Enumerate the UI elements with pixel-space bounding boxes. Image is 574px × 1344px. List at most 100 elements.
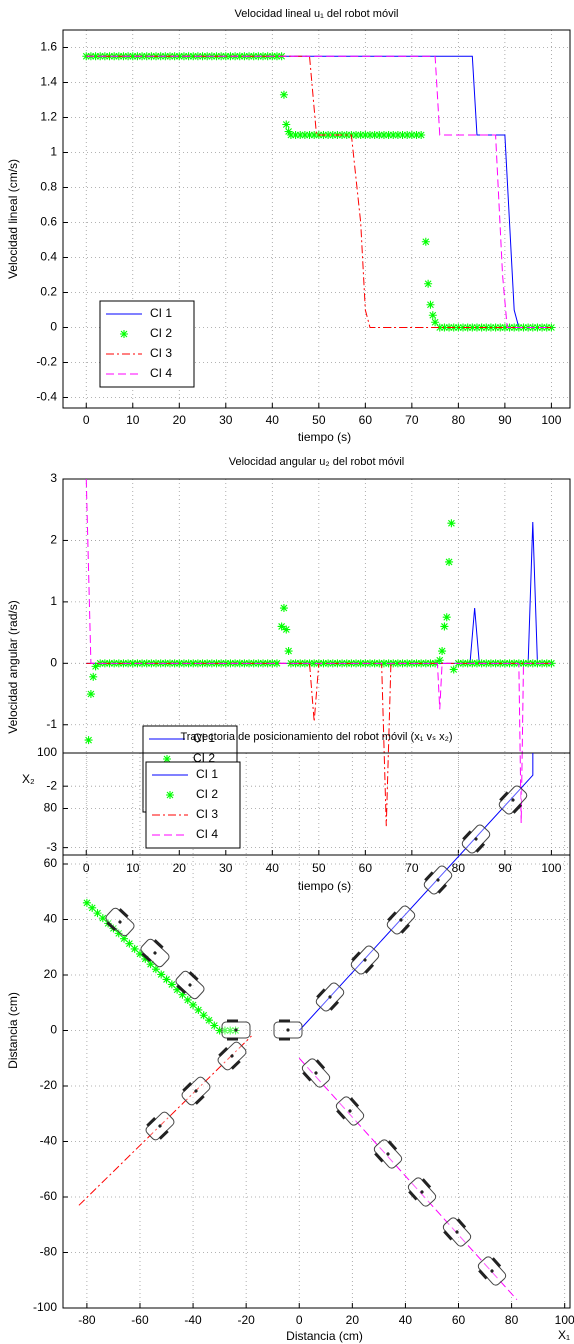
star-marker: [319, 659, 328, 668]
x-axis-label: tiempo (s): [298, 430, 351, 444]
plot-area: [84, 479, 556, 827]
star-marker: [91, 52, 100, 61]
series-line: [298, 1057, 518, 1301]
star-marker: [282, 120, 291, 129]
y-tick-label: 0: [50, 1023, 57, 1037]
y-tick-label: 1.2: [40, 110, 57, 124]
x-tick-label: -80: [78, 1313, 96, 1327]
star-marker: [178, 990, 187, 999]
star-marker: [379, 659, 388, 668]
legend: CI 1 CI 2 CI 3 CI 4: [145, 761, 241, 849]
chart-title: Trayectoria de posicionamiento del robot…: [180, 731, 452, 743]
star-marker: [352, 131, 361, 139]
y-axis-symbol: X₂: [22, 772, 35, 786]
x-tick-label: 20: [346, 1313, 360, 1327]
star-marker: [125, 939, 134, 948]
star-marker: [146, 960, 155, 969]
x-tick-label: 60: [359, 861, 373, 875]
legend-label: CI 4: [150, 366, 172, 380]
star-marker: [356, 131, 365, 139]
star-marker: [183, 995, 192, 1004]
star-marker: [189, 659, 198, 668]
x-tick-label: 100: [555, 1313, 574, 1327]
legend-label: CI 4: [196, 827, 218, 841]
robot-icon: [273, 1019, 303, 1041]
x-tick-label: 90: [498, 413, 512, 427]
star-marker: [442, 613, 451, 622]
star-marker: [88, 903, 97, 912]
star-marker: [393, 659, 402, 668]
star-marker: [84, 736, 93, 745]
star-marker: [291, 131, 300, 139]
star-marker: [189, 1000, 198, 1009]
star-marker: [519, 659, 528, 668]
robot-icon: [332, 1093, 368, 1129]
star-marker: [173, 985, 182, 994]
x-axis-symbol: X₁: [558, 1328, 570, 1342]
robot-icon: [298, 1055, 334, 1091]
plot-frame: [62, 752, 571, 1309]
star-marker: [93, 909, 102, 918]
x-tick-label: 70: [405, 413, 419, 427]
star-marker: [151, 965, 160, 974]
series-line: [86, 662, 552, 827]
x-tick-label: -20: [237, 1313, 255, 1327]
legend-label: CI 1: [193, 731, 215, 745]
x-tick-label: 0: [83, 413, 90, 427]
x-tick-label: 30: [219, 861, 233, 875]
y-tick-label: 2: [50, 533, 57, 547]
star-marker: [300, 131, 309, 139]
x-tick-label: -40: [184, 1313, 202, 1327]
star-marker: [417, 131, 426, 139]
star-marker: [398, 131, 407, 139]
y-tick-label: -100: [33, 1300, 57, 1314]
star-marker: [235, 659, 244, 668]
star-marker: [403, 659, 412, 668]
y-tick-label: 0: [50, 320, 57, 334]
x-tick-label: -60: [131, 1313, 149, 1327]
chart: Trayectoria de posicionamiento del robot…: [6, 731, 574, 1343]
star-marker: [189, 52, 198, 61]
legend-label: CI 1: [196, 767, 218, 781]
y-tick-label: -0.2: [36, 355, 57, 369]
plot-frame: [62, 478, 571, 856]
y-tick-label: -0.4: [36, 390, 57, 404]
star-marker: [449, 665, 458, 674]
star-marker: [421, 237, 430, 246]
star-marker: [438, 647, 447, 656]
x-tick-label: 100: [541, 861, 561, 875]
y-tick-label: 3: [50, 471, 57, 485]
x-tick-label: 10: [126, 413, 140, 427]
robot-icon: [312, 979, 348, 1015]
x-tick-label: 30: [219, 413, 233, 427]
y-tick-label: -60: [40, 1189, 58, 1203]
star-marker: [500, 323, 509, 332]
x-tick-label: 40: [399, 1313, 413, 1327]
x-axis-label: tiempo (s): [298, 879, 351, 893]
star-marker: [98, 914, 107, 923]
star-marker: [375, 131, 384, 139]
legend: CI 1 CI 2 CI 3 CI 4: [99, 300, 195, 388]
star-marker: [459, 323, 468, 332]
series-line: [86, 55, 552, 328]
y-axis-label: Velocidad angular (rad/s): [6, 600, 20, 733]
y-tick-label: 0.2: [40, 285, 57, 299]
star-marker: [533, 323, 542, 332]
y-tick-label: 80: [44, 801, 58, 815]
star-marker: [128, 52, 137, 61]
series-line: [86, 55, 552, 328]
x-tick-label: 40: [266, 413, 280, 427]
star-marker: [162, 975, 171, 984]
star-marker: [210, 1021, 219, 1030]
legend-box: [99, 300, 195, 388]
legend-label: CI 2: [150, 326, 172, 340]
star-marker: [175, 52, 184, 61]
x-tick-label: 100: [541, 413, 561, 427]
x-tick-label: 90: [498, 861, 512, 875]
star-marker: [120, 934, 129, 943]
star-marker: [175, 659, 184, 668]
x-tick-label: 60: [452, 1313, 466, 1327]
